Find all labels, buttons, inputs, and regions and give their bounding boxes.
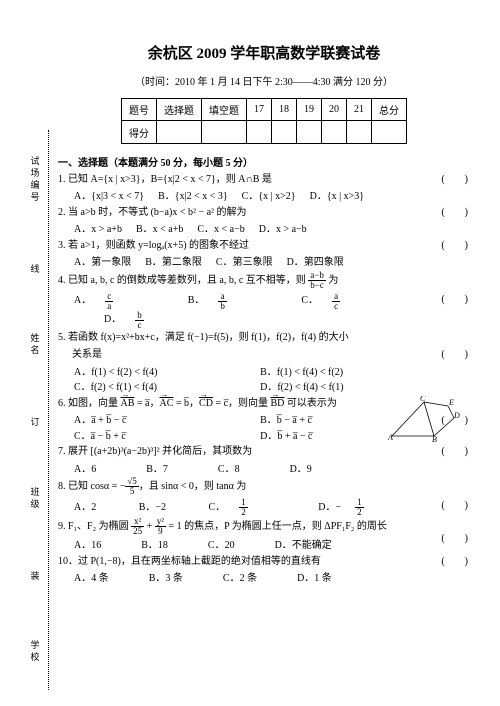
th: 21 xyxy=(347,99,372,121)
svg-text:E: E xyxy=(448,398,454,407)
question-5: 5. 若函数 f(x)=x²+bx+c，满足 f(−1)=f(5)，则 f(1)… xyxy=(58,330,470,346)
question-10: 10．过 P(1,−8)，且在两坐标轴上截距的绝对值相等的直线有( ) xyxy=(58,554,470,570)
th: 选择题 xyxy=(157,99,202,121)
td xyxy=(297,121,322,144)
question-1: 1. 已知 A={x | x>3}，B={x|2 < x < 7}，则 A∩B … xyxy=(58,172,470,188)
th: 18 xyxy=(272,99,297,121)
question-8: 8. 已知 cosα = −√55，且 sinα < 0，则 tanα 为 xyxy=(58,477,470,496)
svg-text:C: C xyxy=(420,396,426,403)
question-9: 9. F₁、F₂ 为椭圆 x²25 + y²9 = 1 的焦点，P 为椭圆上任一… xyxy=(58,517,470,536)
th: 填空题 xyxy=(202,99,247,121)
th: 19 xyxy=(297,99,322,121)
td xyxy=(202,121,247,144)
td xyxy=(372,121,407,144)
options-10: A．4 条B．3 条C．2 条D．1 条 xyxy=(58,571,470,587)
fold-line xyxy=(48,130,49,690)
margin-char: 线 xyxy=(30,262,39,275)
margin-label: 试场编号 xyxy=(29,156,42,204)
margin-label: 班级 xyxy=(29,487,42,511)
td xyxy=(272,121,297,144)
options-8: A．2 B．−2 C．12 D．−12 xyxy=(58,498,470,517)
td xyxy=(322,121,347,144)
th: 总分 xyxy=(372,99,407,121)
options-4: A．ca B．ab C．ac D．bc xyxy=(58,292,470,330)
title: 余杭区 2009 学年职高数学联赛试卷 xyxy=(58,42,470,63)
options-2: A．x > a+bB．x < a+bC．x < a−bD．x > a−b xyxy=(58,222,470,238)
section-header: 一、选择题（本题满分 50 分，每小题 5 分） xyxy=(58,156,470,172)
options-3: A．第一象限B．第二象限C．第三象限D．第四象限 xyxy=(58,255,470,271)
margin-label: 学校 xyxy=(29,640,42,664)
td xyxy=(347,121,372,144)
question-6: 6. 如图，向量 AB = a̅，AC = b̅，CD = c̅，则向量 BD … xyxy=(58,396,470,412)
margin-char: 装 xyxy=(30,569,39,582)
score-table: 题号 选择题 填空题 17 18 19 20 21 总分 得分 xyxy=(121,98,407,144)
margin-label: 姓名 xyxy=(29,333,42,357)
options-7: A．6B．7C．8D．9 xyxy=(58,462,470,478)
question-7: 7. 展开 [(a+2b)³(a−2b)³]² 并化简后，其项数为( ) xyxy=(58,444,470,460)
margin-char: 订 xyxy=(30,415,39,428)
options-1: A．{x|3 < x < 7}B．{x|2 < x < 3}C．{x | x>2… xyxy=(58,189,470,205)
options-5: A．f(1) < f(2) < f(4)B．f(1) < f(4) < f(2) xyxy=(58,365,470,381)
td xyxy=(157,121,202,144)
th: 17 xyxy=(247,99,272,121)
options-6: A．a̅ + b̅ − c̅B．b̅ − a̅ + c̅ xyxy=(58,413,470,429)
options-9: A．16B．18C．20D．不能确定 xyxy=(58,538,470,554)
th: 题号 xyxy=(122,99,157,121)
subtitle: （时间：2010 年 1 月 14 日下午 2:30——4:30 满分 120 … xyxy=(58,73,470,88)
td: 得分 xyxy=(122,121,157,144)
question-4: 4. 已知 a, b, c 的倒数成等差数列，且 a, b, c 互不相等，则 … xyxy=(58,271,470,290)
question-3: 3. 若 a>1，则函数 y=logₐ(x+5) 的图象不经过( ) xyxy=(58,238,470,254)
th: 20 xyxy=(322,99,347,121)
td xyxy=(247,121,272,144)
question-2: 2. 当 a>b 时，不等式 (b−a)x < b² − a² 的解为( ) xyxy=(58,205,470,221)
